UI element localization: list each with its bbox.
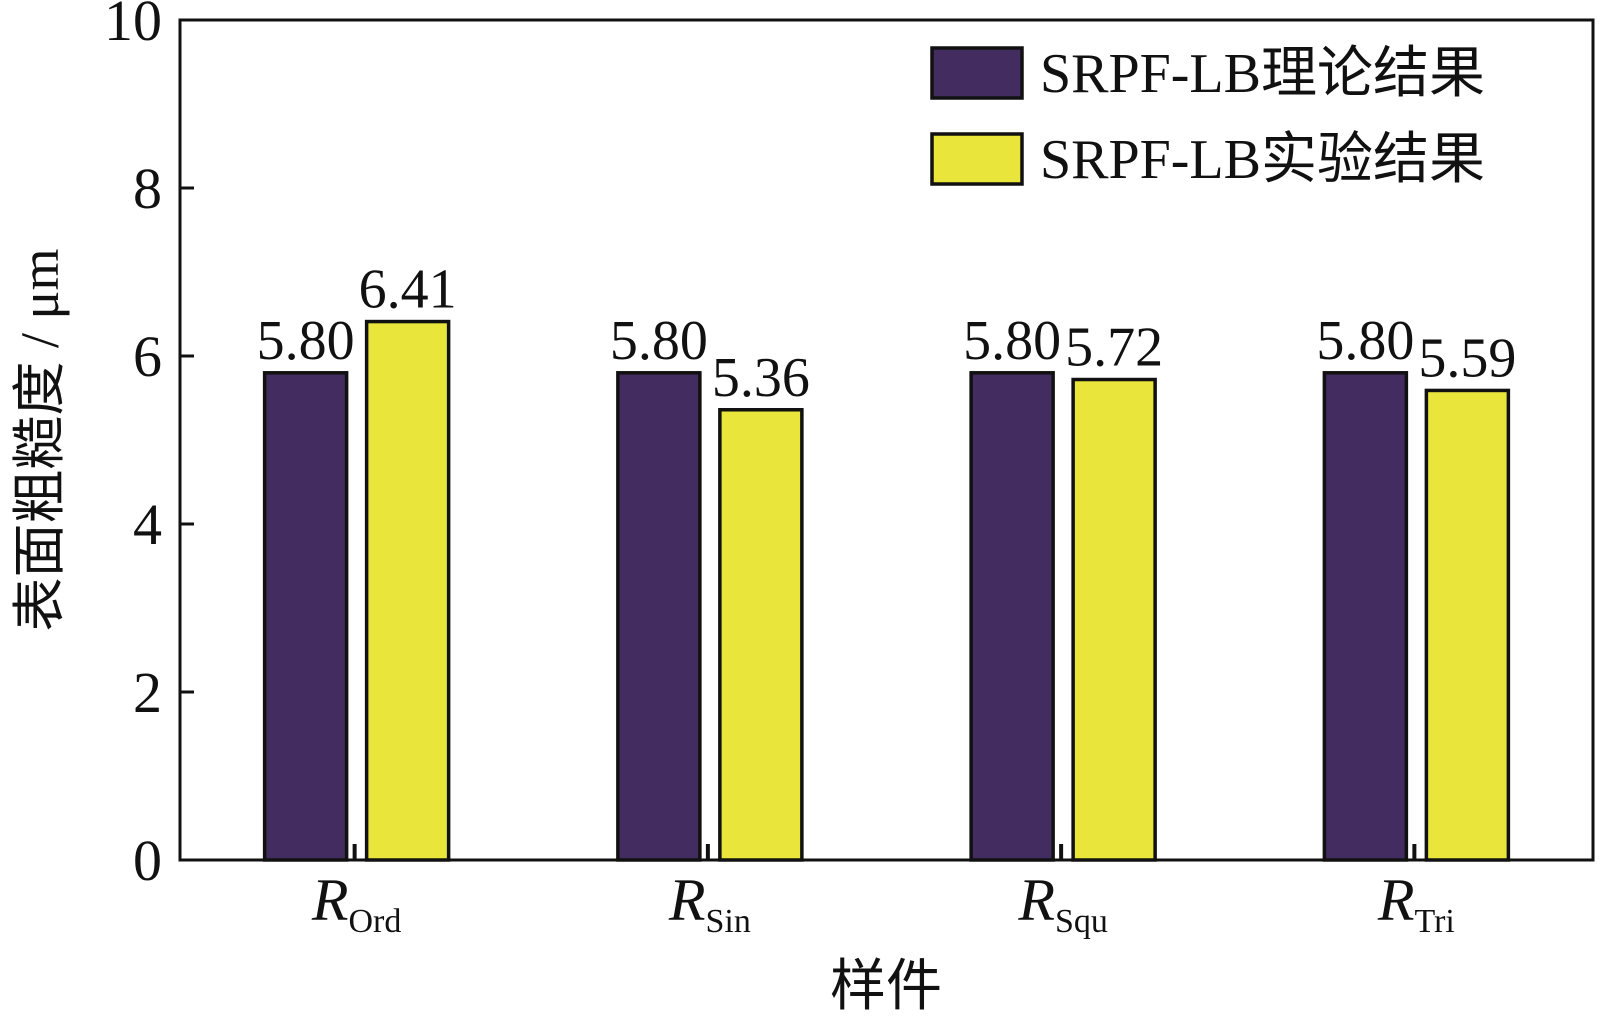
bar-experiment — [718, 408, 804, 862]
bar-theory — [262, 371, 349, 862]
y-tick-label: 2 — [133, 660, 162, 725]
y-axis-label: 表面粗糙度 / μm — [10, 249, 70, 632]
x-tick-label: ROrd — [311, 867, 402, 940]
x-tick-label-sub: Tri — [1415, 903, 1455, 940]
legend-swatch — [930, 132, 1024, 186]
x-tick-label-sub: Sin — [706, 903, 751, 940]
x-tick-label-sub: Ord — [349, 903, 402, 940]
bar-value-label: 5.80 — [610, 310, 708, 372]
bar-experiment — [364, 319, 451, 862]
x-axis-label: 样件 — [830, 956, 942, 1018]
y-tick-label: 6 — [133, 324, 162, 389]
value-labels-layer: 5.806.415.805.365.80 5.72 5.80 5.59 — [257, 259, 1517, 409]
bar-value-label: 5.80 — [257, 310, 355, 372]
x-tick-label-sub: Squ — [1055, 903, 1108, 940]
x-tick-label: RSqu — [1017, 867, 1108, 940]
bar-value-label: 5.36 — [712, 347, 810, 409]
x-tick-label-main: R — [668, 867, 706, 933]
legend-swatch — [930, 46, 1024, 100]
y-tick-label: 10 — [104, 0, 162, 53]
bars-layer — [262, 319, 1511, 862]
x-tick-label-main: R — [311, 867, 349, 933]
x-tick-label-main: R — [1017, 867, 1055, 933]
legend-label: SRPF-LB理论结果 — [1040, 43, 1485, 105]
y-tick-label: 8 — [133, 156, 162, 221]
legend-label: SRPF-LB实验结果 — [1040, 129, 1485, 191]
plot-frame — [178, 18, 1595, 862]
legend: SRPF-LB理论结果 SRPF-LB实验结果 — [930, 43, 1485, 191]
bar-value-label: 6.41 — [359, 259, 457, 321]
bar-experiment — [1424, 388, 1511, 862]
bar-experiment — [1071, 377, 1157, 862]
x-axis-ticks: ROrd RSin RSqu RTri — [311, 844, 1455, 940]
y-axis-ticks: 0 2 4 6 8 10 — [104, 0, 194, 893]
bar-value-label: 5.80 — [963, 310, 1061, 372]
x-tick-label-main: R — [1377, 867, 1415, 933]
x-tick-label: RSin — [668, 867, 751, 940]
bar-theory — [969, 371, 1055, 862]
y-tick-label: 4 — [133, 492, 162, 557]
x-tick-label: RTri — [1377, 867, 1455, 940]
bar-value-label: 5.80 — [1316, 310, 1414, 372]
bar-theory — [1322, 371, 1409, 862]
bar-value-label: 5.59 — [1418, 327, 1516, 389]
bar-theory — [616, 371, 702, 862]
bar-value-label: 5.72 — [1065, 317, 1163, 379]
y-tick-label: 0 — [133, 828, 162, 893]
